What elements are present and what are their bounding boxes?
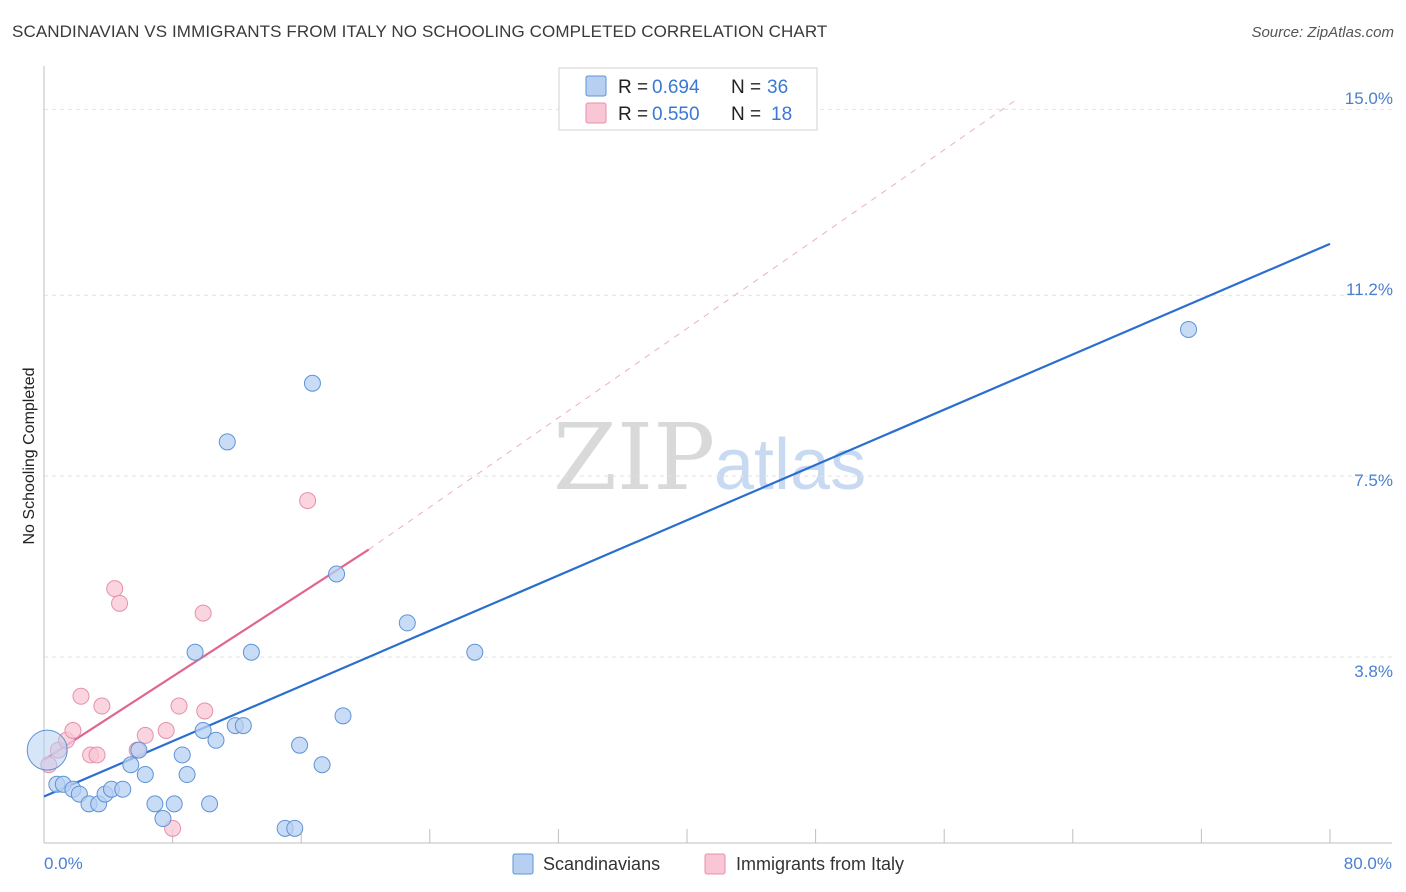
legend-r-value: 0.694 bbox=[652, 77, 700, 98]
grid-layer bbox=[44, 108, 1392, 658]
legend-r-label: R = bbox=[618, 104, 648, 125]
point-scandinavians bbox=[1180, 320, 1198, 338]
point-scandinavians bbox=[218, 433, 236, 451]
point-italy bbox=[106, 580, 124, 598]
point-scandinavians bbox=[328, 565, 346, 583]
point-scandinavians bbox=[303, 374, 321, 392]
legend-n-value: 18 bbox=[771, 104, 792, 125]
point-scandinavians bbox=[114, 780, 132, 798]
point-italy bbox=[299, 492, 317, 510]
point-scandinavians bbox=[136, 766, 154, 784]
point-scandinavians bbox=[334, 707, 352, 725]
point-scandinavians bbox=[207, 731, 225, 749]
point-scandinavians bbox=[26, 729, 68, 771]
y-tick-label-7-5: 7.5% bbox=[1354, 471, 1393, 490]
y-tick-label-15-0: 15.0% bbox=[1345, 89, 1393, 108]
point-italy bbox=[170, 697, 188, 715]
y-tick-label-3-8: 3.8% bbox=[1354, 662, 1393, 681]
legend-n-label: N = bbox=[731, 77, 761, 98]
legend-n-label: N = bbox=[731, 104, 761, 125]
point-scandinavians bbox=[146, 795, 164, 813]
legend-n-value: 36 bbox=[767, 77, 788, 98]
point-scandinavians bbox=[201, 795, 219, 813]
bottom-legend-swatch-scandinavians bbox=[512, 853, 534, 875]
point-scandinavians bbox=[154, 810, 172, 828]
point-scandinavians bbox=[194, 722, 212, 740]
watermark-atlas: atlas bbox=[714, 425, 866, 505]
points-layer bbox=[26, 320, 1198, 837]
trend-line-italy bbox=[43, 548, 370, 761]
point-scandinavians bbox=[186, 643, 204, 661]
point-scandinavians bbox=[178, 766, 196, 784]
source-label: Source: ZipAtlas.com bbox=[1251, 24, 1394, 41]
y-tick-label-11-2: 11.2% bbox=[1346, 280, 1393, 299]
bottom-legend: Scandinavians Immigrants from Italy bbox=[512, 853, 904, 875]
bottom-legend-label-scandinavians: Scandinavians bbox=[543, 854, 660, 874]
point-scandinavians bbox=[466, 643, 484, 661]
trend-line-scandinavians bbox=[43, 242, 1331, 798]
point-scandinavians bbox=[313, 756, 331, 774]
point-italy bbox=[196, 702, 214, 720]
chart-title: SCANDINAVIAN VS IMMIGRANTS FROM ITALY NO… bbox=[12, 22, 828, 41]
point-italy bbox=[64, 722, 82, 740]
point-italy bbox=[111, 594, 129, 612]
legend-swatch-scandinavians bbox=[585, 75, 607, 97]
point-scandinavians bbox=[165, 795, 183, 813]
bottom-legend-label-italy: Immigrants from Italy bbox=[736, 854, 904, 874]
bottom-legend-swatch-italy bbox=[704, 853, 726, 875]
point-italy bbox=[194, 604, 212, 622]
point-scandinavians bbox=[286, 819, 304, 837]
point-italy bbox=[88, 746, 106, 764]
point-scandinavians bbox=[130, 741, 148, 759]
point-scandinavians bbox=[173, 746, 191, 764]
legend-r-label: R = bbox=[618, 77, 648, 98]
point-scandinavians bbox=[398, 614, 416, 632]
point-scandinavians bbox=[242, 643, 260, 661]
top-legend: R = 0.694 N = 36 R = 0.550 N = 18 bbox=[558, 67, 818, 131]
point-italy bbox=[93, 697, 111, 715]
point-italy bbox=[136, 726, 154, 744]
axis-layer bbox=[43, 66, 1392, 844]
watermark-zip: ZIP bbox=[553, 404, 715, 511]
y-axis-label: No Schooling Completed bbox=[21, 368, 38, 545]
point-scandinavians bbox=[122, 756, 140, 774]
point-scandinavians bbox=[234, 717, 252, 735]
point-italy bbox=[157, 722, 175, 740]
point-italy bbox=[72, 687, 90, 705]
legend-swatch-italy bbox=[585, 102, 607, 124]
trend-layer bbox=[43, 99, 1331, 798]
legend-r-value: 0.550 bbox=[652, 104, 700, 125]
x-tick-label-max: 80.0% bbox=[1344, 854, 1392, 873]
x-tick-label-min: 0.0% bbox=[44, 854, 83, 873]
point-scandinavians bbox=[291, 736, 309, 754]
